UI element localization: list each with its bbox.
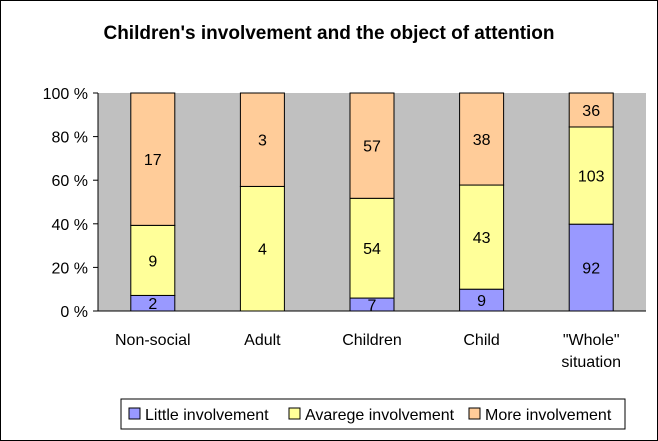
legend-label: More involvement <box>485 407 612 424</box>
bar-segment-avarege-involvement <box>459 184 505 290</box>
data-label: 7 <box>368 298 377 315</box>
y-tick-label: 80 % <box>52 130 88 147</box>
bar-segment-avarege-involvement <box>568 126 614 225</box>
legend-label: Little involvement <box>145 407 269 424</box>
data-label: 38 <box>473 132 491 149</box>
legend-swatch-avarege-involvement <box>288 407 301 420</box>
data-label: 9 <box>148 253 157 270</box>
y-tick-label: 60 % <box>52 173 88 190</box>
data-label: 2 <box>148 296 157 313</box>
y-axis-ticks: 0 % 20 % 40 % 60 % 80 % 100 % <box>43 86 98 321</box>
legend-box <box>120 398 626 430</box>
data-label: 36 <box>582 103 600 120</box>
y-tick-label: 100 % <box>43 86 88 103</box>
data-label: 43 <box>473 230 491 247</box>
y-tick-label: 0 % <box>60 304 88 321</box>
data-label: 9 <box>477 293 486 310</box>
legend-swatch-more-involvement <box>468 407 481 420</box>
bar-segment-avarege-involvement <box>349 197 395 299</box>
y-tick-label: 40 % <box>52 217 88 234</box>
chart-title: Children's involvement and the object of… <box>103 23 554 44</box>
bar-segment-little-involvement <box>568 223 614 312</box>
data-label: 17 <box>144 152 162 169</box>
bar-segment-avarege-involvement <box>130 224 176 296</box>
data-label: 4 <box>258 242 267 259</box>
data-label: 57 <box>363 139 381 156</box>
category-labels: Non-social Adult Children Child "Whole" situa… <box>115 332 621 371</box>
category-label: Children <box>342 332 402 349</box>
bar-segment-more-involvement <box>568 92 614 128</box>
category-label: Non-social <box>115 332 191 349</box>
y-tick-label: 20 % <box>52 260 88 277</box>
bar-segment-more-involvement <box>349 92 395 199</box>
legend-label: Avarege involvement <box>305 407 455 424</box>
bar-segment-more-involvement <box>239 92 285 187</box>
data-label: 3 <box>258 133 267 150</box>
category-label: Child <box>463 332 499 349</box>
data-label: 103 <box>578 169 605 186</box>
data-label: 54 <box>363 241 381 258</box>
bar-segment-more-involvement <box>130 92 176 226</box>
legend: Little involvement Avarege involvement Mor… <box>120 398 626 430</box>
category-label: "Whole" situation <box>561 332 621 371</box>
category-label: Adult <box>244 332 281 349</box>
data-label: 92 <box>582 261 600 278</box>
bar-segment-more-involvement <box>459 92 505 186</box>
legend-swatch-little-involvement <box>128 407 141 420</box>
